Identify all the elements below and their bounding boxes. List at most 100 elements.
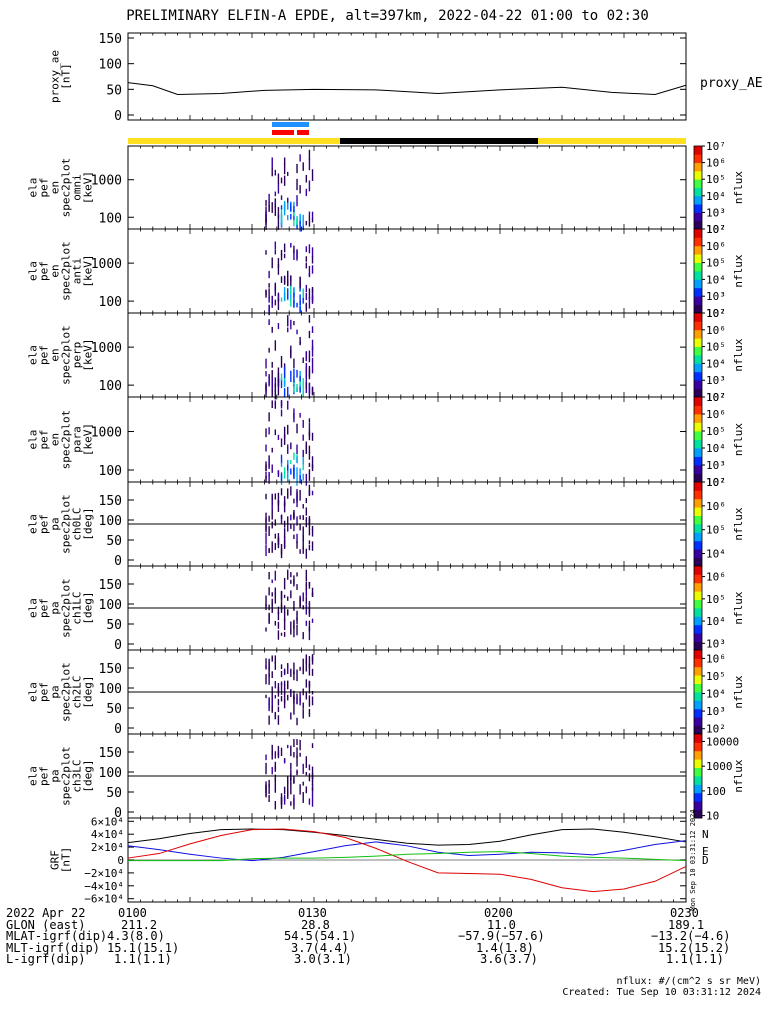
spectrogram-cell	[293, 694, 295, 704]
colorbar-segment	[694, 599, 702, 603]
spectrogram-cell	[308, 244, 311, 254]
spectrogram-cell	[277, 499, 280, 506]
colorbar-segment	[694, 708, 702, 712]
spectrogram-cell	[280, 378, 283, 389]
colorbar-segment	[694, 675, 702, 678]
spectrogram-cell	[308, 518, 311, 525]
spectrogram-cell	[265, 493, 267, 500]
spectrogram-cell	[290, 442, 292, 450]
colorbar-segment	[694, 614, 702, 617]
colorbar-segment	[694, 759, 702, 762]
y-tick-label: −4×10⁴	[84, 880, 124, 893]
spectrogram-cell	[274, 533, 277, 539]
orbit-value: 1.1(1.1)	[114, 952, 172, 966]
spectrogram-cell	[287, 488, 289, 499]
colorbar-segment	[694, 610, 702, 613]
spectrogram-cell	[280, 215, 283, 224]
spectrogram-cell	[268, 376, 270, 387]
colorbar-tick-label: 10²	[706, 391, 726, 404]
colorbar-label-text: nflux	[732, 338, 745, 371]
colorbar-segment	[694, 507, 702, 510]
colorbar-segment	[694, 706, 702, 710]
colorbar-segment	[694, 549, 702, 552]
colorbar-segment	[694, 815, 702, 819]
colorbar-segment	[694, 813, 702, 817]
colorbar-segment	[694, 152, 702, 155]
y-axis-label-line: GRF	[49, 850, 62, 870]
spectrogram-cell	[280, 355, 283, 368]
spectrogram-cell	[308, 600, 311, 606]
colorbar-segment	[694, 807, 702, 810]
colorbar-segment	[694, 568, 702, 571]
spectrogram-cell	[271, 400, 273, 409]
colorbar-segment	[694, 294, 702, 297]
orbit-value: 1.1(1.1)	[666, 952, 724, 966]
spectrogram-cell	[296, 516, 298, 526]
colorbar-segment	[694, 492, 702, 495]
spectrogram-cell	[293, 380, 295, 389]
y-axis-label-line: spec2plot	[60, 578, 73, 638]
y-axis-label-line: perp	[71, 342, 84, 369]
y-tick-label: 0	[114, 638, 122, 653]
colorbar-segment	[694, 593, 702, 596]
colorbar-label-text: nflux	[732, 591, 745, 624]
spectrogram-cell	[274, 587, 277, 595]
colorbar-segment	[694, 519, 702, 523]
spectrogram-cell	[299, 185, 301, 194]
spectrogram-cell	[274, 661, 277, 670]
colorbar-segment	[694, 363, 702, 366]
spectrogram-cell	[283, 669, 286, 675]
orbit-value: 0100	[118, 906, 147, 920]
spectrogram-cell	[302, 419, 304, 428]
colorbar-segment	[694, 666, 702, 670]
colorbar-segment	[694, 576, 702, 579]
colorbar-segment	[694, 555, 702, 558]
colorbar-segment	[694, 776, 702, 779]
spectrogram-cell	[299, 294, 301, 306]
spectrogram-cell	[271, 167, 273, 177]
spectrogram-cell	[305, 691, 308, 700]
colorbar-segment	[694, 160, 702, 163]
spectrogram-cell	[290, 514, 292, 521]
colorbar-segment	[694, 715, 702, 718]
spectrogram-cell	[274, 570, 277, 581]
spectrogram-cell	[311, 696, 314, 706]
colorbar-segment	[694, 503, 702, 506]
spectrogram-cell	[296, 669, 298, 682]
spectrogram-cell	[299, 468, 301, 480]
spectrogram-cell	[277, 538, 280, 549]
y-axis-label-line: ela	[27, 682, 40, 702]
spectrogram-cell	[271, 521, 273, 529]
spectrogram-cell	[274, 681, 277, 689]
colorbar-segment	[694, 668, 702, 672]
colorbar-tick-label: 10	[706, 810, 719, 823]
spectrogram-cell	[293, 498, 295, 504]
colorbar-segment	[694, 727, 702, 731]
spectrogram-cell	[280, 462, 283, 467]
spectrogram-cell	[302, 504, 304, 509]
spectrogram-cell	[280, 253, 283, 261]
spectrogram-cell	[277, 533, 280, 542]
spectrogram-cell	[296, 541, 298, 549]
y-tick-label: 1000	[91, 341, 122, 356]
colorbar-segment	[694, 740, 702, 743]
spectrogram-cell	[280, 793, 283, 806]
spectrogram-cell	[308, 297, 311, 309]
spectrogram-cell	[287, 744, 289, 749]
spectrogram-cell	[293, 368, 295, 376]
spectrogram-cell	[308, 663, 311, 676]
colorbar-segment	[694, 454, 702, 457]
colorbar-segment	[694, 528, 702, 531]
colorbar-segment	[694, 247, 702, 251]
colorbar-segment	[694, 443, 702, 447]
spectrogram-cell	[283, 699, 286, 709]
colorbar-segment	[694, 394, 702, 398]
orbit-row: MLAT-igrf(dip) 4.3(8.0) 54.5(54.1) −57.9…	[6, 930, 730, 943]
colorbar-segment	[694, 222, 702, 226]
colorbar-segment	[694, 482, 702, 485]
spectrogram-cell	[293, 292, 295, 304]
spectrogram-cell	[274, 778, 277, 790]
orbit-value: 15.2(15.2)	[658, 940, 731, 955]
colorbar-segment	[694, 620, 702, 624]
y-axis-label-line: [deg]	[82, 675, 95, 708]
